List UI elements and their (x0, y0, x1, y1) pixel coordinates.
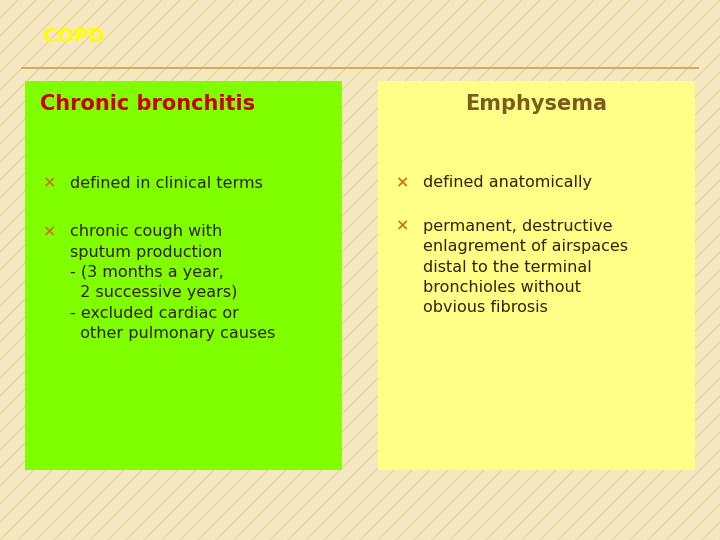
Text: chronic cough with
sputum production
- (3 months a year,
  2 successive years)
-: chronic cough with sputum production - (… (70, 224, 275, 341)
Text: ×: × (396, 176, 410, 191)
Text: Chronic bronchitis: Chronic bronchitis (40, 94, 255, 114)
Text: COPD: COPD (43, 27, 104, 46)
FancyBboxPatch shape (378, 81, 695, 470)
FancyBboxPatch shape (25, 81, 342, 470)
Text: ×: × (396, 219, 410, 234)
Text: defined anatomically: defined anatomically (423, 176, 592, 191)
Text: Emphysema: Emphysema (465, 94, 608, 114)
Text: permanent, destructive
enlagrement of airspaces
distal to the terminal
bronchiol: permanent, destructive enlagrement of ai… (423, 219, 628, 315)
Text: ×: × (43, 224, 57, 239)
Text: defined in clinical terms: defined in clinical terms (70, 176, 263, 191)
Text: ×: × (43, 176, 57, 191)
